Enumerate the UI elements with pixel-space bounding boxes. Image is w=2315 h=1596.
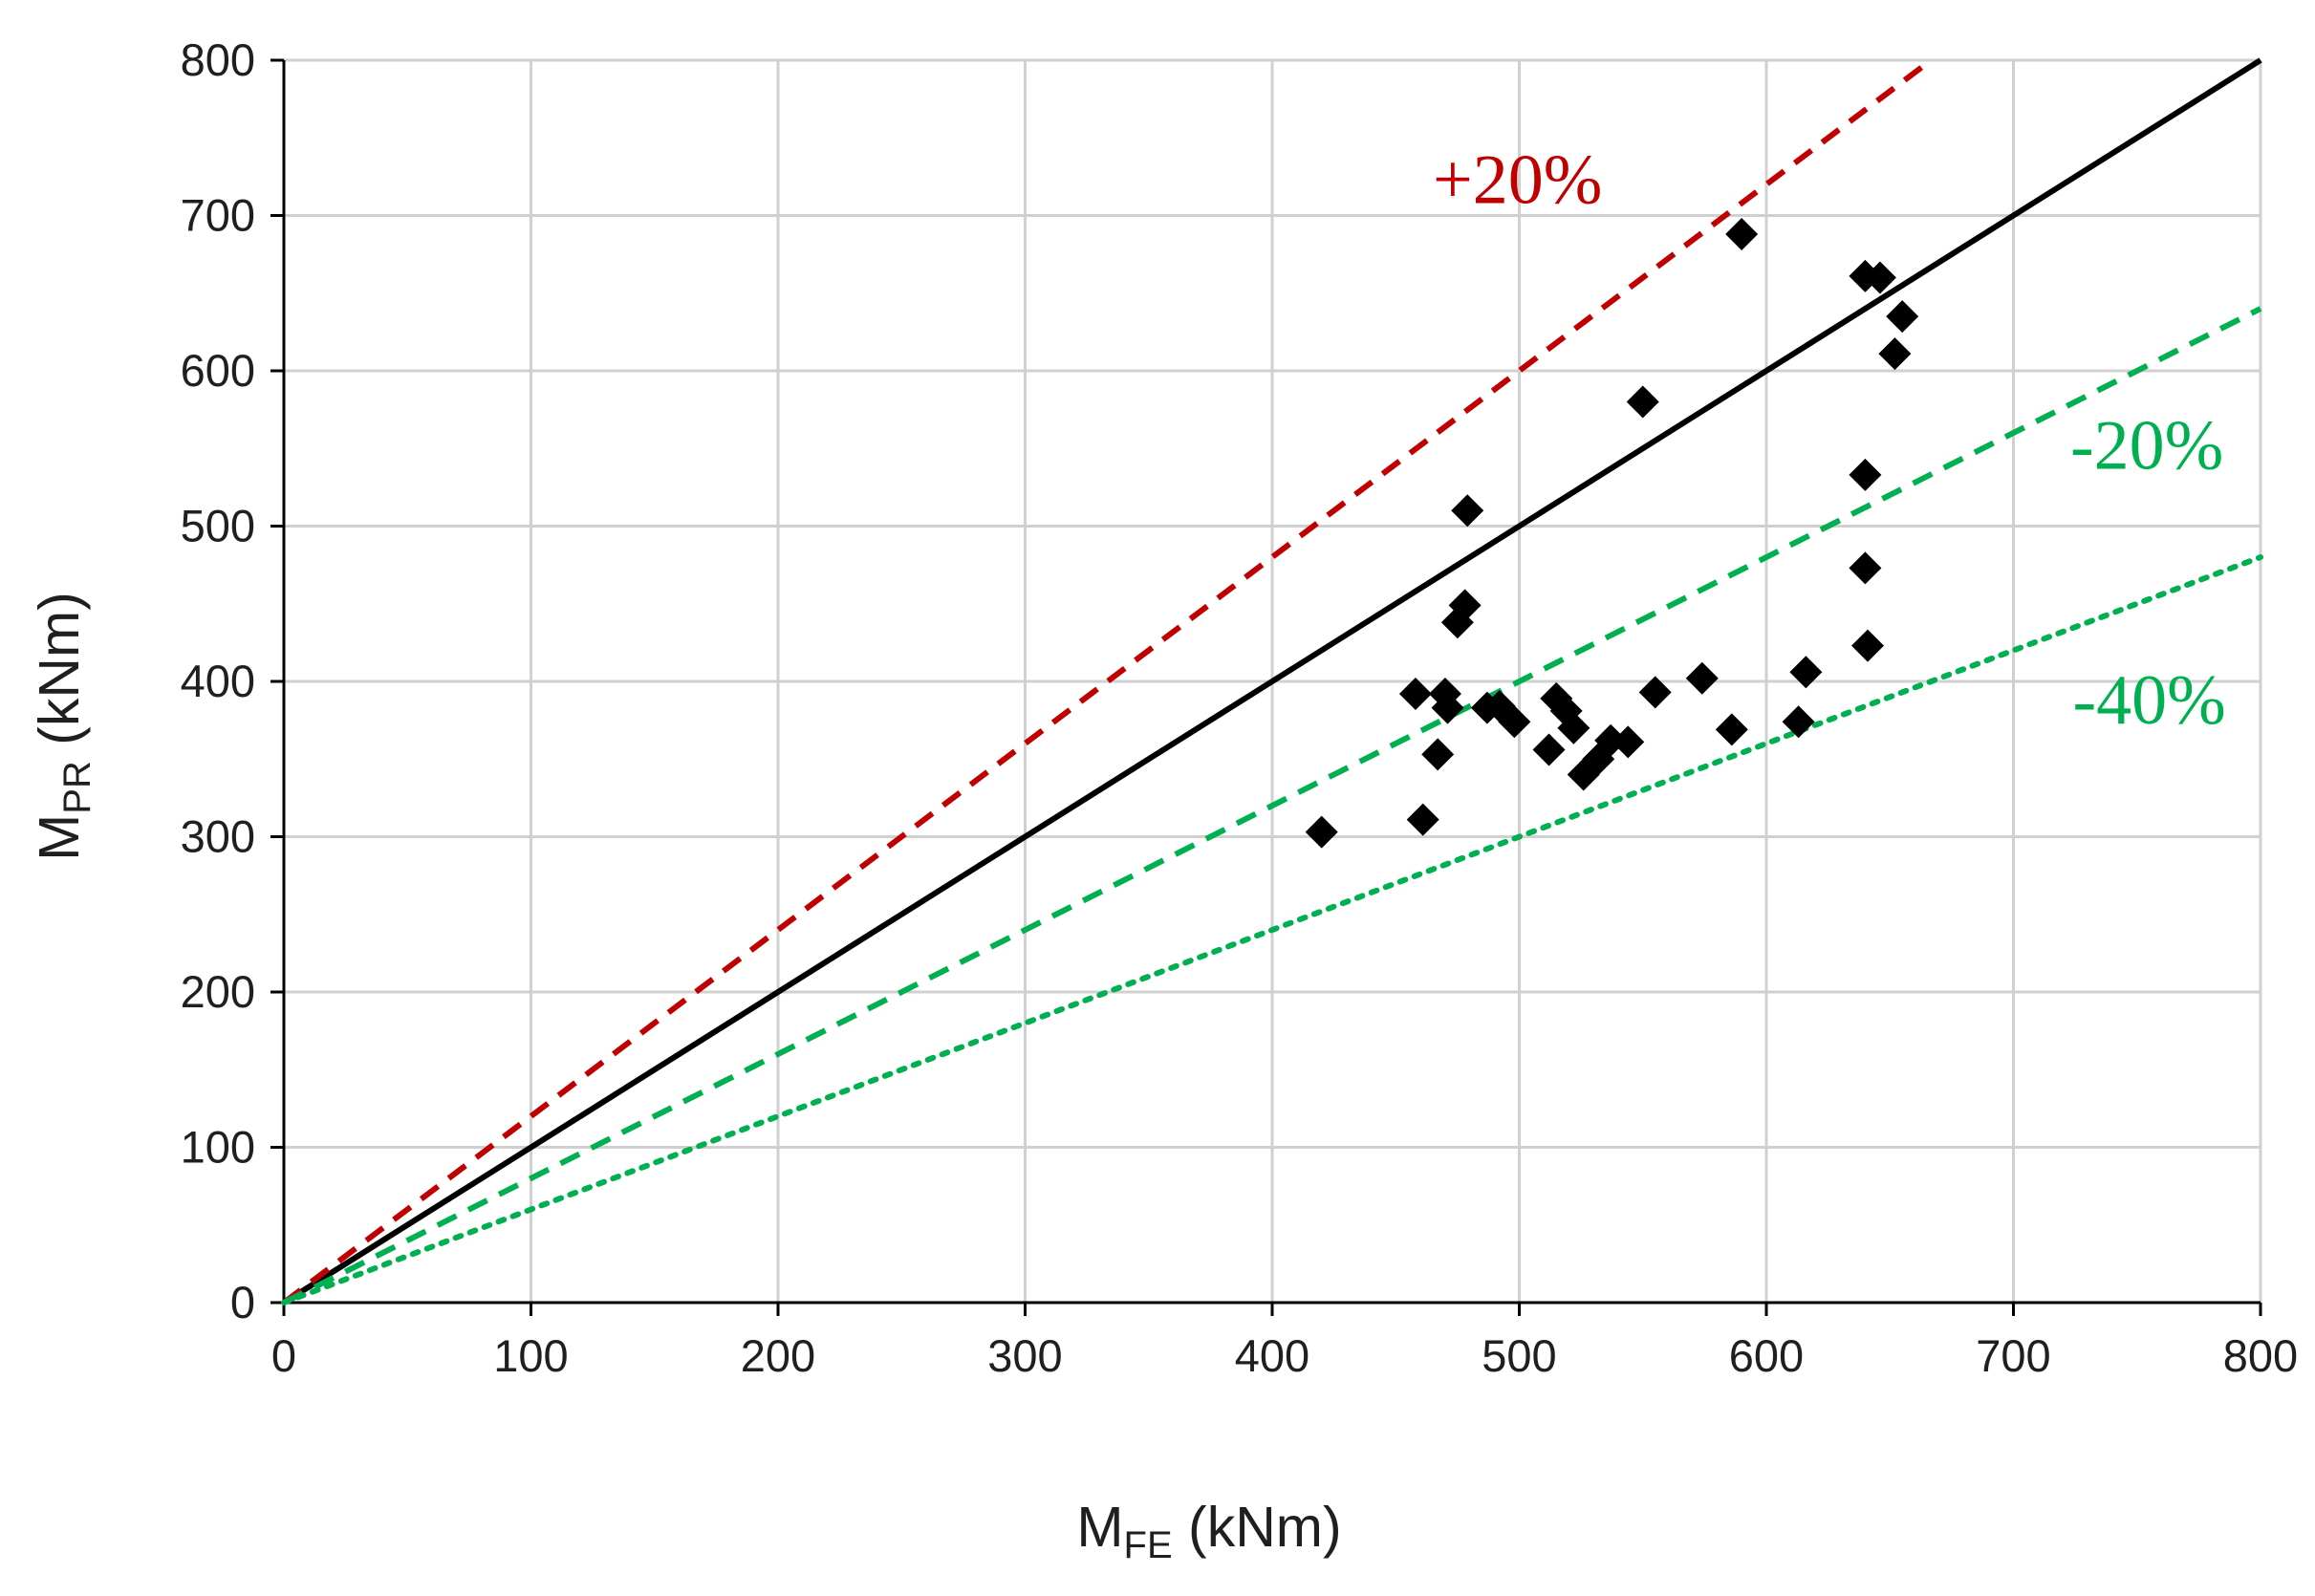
x-tick-label: 800 — [2223, 1330, 2298, 1381]
data-point-diamond — [1612, 725, 1645, 759]
x-tick-label: 0 — [271, 1330, 296, 1381]
data-point-diamond — [1305, 815, 1338, 849]
y-tick-label: 500 — [181, 501, 255, 551]
y-tick-label: 400 — [181, 656, 255, 706]
x-tick-label: 200 — [741, 1330, 815, 1381]
y-axis-title-main: M — [28, 814, 91, 861]
y-tick-label: 100 — [181, 1122, 255, 1173]
data-point-diamond — [1849, 458, 1882, 491]
y-axis-title-sub: PR — [56, 761, 98, 814]
reference-line-equality — [282, 57, 2262, 1305]
data-point-diamond — [1782, 705, 1815, 739]
data-point-diamond — [1863, 261, 1896, 294]
x-tick-label: 100 — [493, 1330, 568, 1381]
x-tick-label: 400 — [1235, 1330, 1309, 1381]
data-point-diamond — [1532, 733, 1566, 766]
y-tick-label: 200 — [181, 966, 255, 1017]
data-point-diamond — [1557, 711, 1590, 744]
axes — [270, 58, 2262, 1316]
data-point-diamond — [1431, 691, 1464, 724]
y-axis-title-unit: (kNm) — [28, 592, 91, 761]
tick-labels: 0 100 200 300 400 500 600 700 800 0 100 200 300 400 50… — [181, 34, 2299, 1381]
data-points — [1305, 218, 1919, 849]
data-point-diamond — [1878, 337, 1912, 371]
x-axis-title-unit: (kNm) — [1173, 1496, 1342, 1559]
data-point-diamond — [1448, 589, 1482, 622]
x-axis-title: MFE (kNm) — [1076, 1496, 1341, 1566]
annotation-label: -40% — [2073, 661, 2226, 740]
reference-line-minus-20 — [282, 306, 2262, 1305]
data-point-diamond — [1638, 676, 1672, 709]
data-point-diamond — [1685, 661, 1719, 695]
data-point-diamond — [1451, 494, 1484, 528]
data-point-diamond — [1886, 300, 1919, 334]
x-tick-label: 300 — [987, 1330, 1062, 1381]
annotation-label: +20% — [1433, 141, 1602, 220]
data-point-diamond — [1398, 678, 1432, 710]
data-point-diamond — [1421, 738, 1455, 771]
data-point-diamond — [1626, 385, 1659, 419]
y-tick-label: 600 — [181, 345, 255, 396]
data-point-diamond — [1498, 705, 1531, 739]
y-tick-label: 700 — [181, 190, 255, 241]
y-tick-label: 0 — [230, 1277, 255, 1327]
x-axis-title-sub: FE — [1124, 1524, 1173, 1566]
annotation-label: -20% — [2070, 406, 2223, 485]
annotations: +20% -20% -40% — [1433, 141, 2226, 740]
data-point-diamond — [1849, 551, 1882, 585]
x-tick-label: 500 — [1482, 1330, 1556, 1381]
data-point-diamond — [1850, 629, 1884, 662]
reference-lines — [281, 57, 2263, 1305]
data-point-diamond — [1725, 218, 1759, 250]
data-point-diamond — [1715, 713, 1748, 746]
y-axis-title: MPR (kNm) — [28, 592, 98, 861]
data-point-diamond — [1406, 803, 1439, 836]
reference-line-minus-40 — [281, 554, 2263, 1305]
x-axis-title-main: M — [1076, 1496, 1123, 1559]
y-tick-label: 300 — [181, 811, 255, 862]
x-tick-label: 700 — [1976, 1330, 2050, 1381]
data-point-diamond — [1789, 656, 1823, 689]
x-tick-label: 600 — [1729, 1330, 1804, 1381]
y-tick-label: 800 — [181, 34, 255, 85]
